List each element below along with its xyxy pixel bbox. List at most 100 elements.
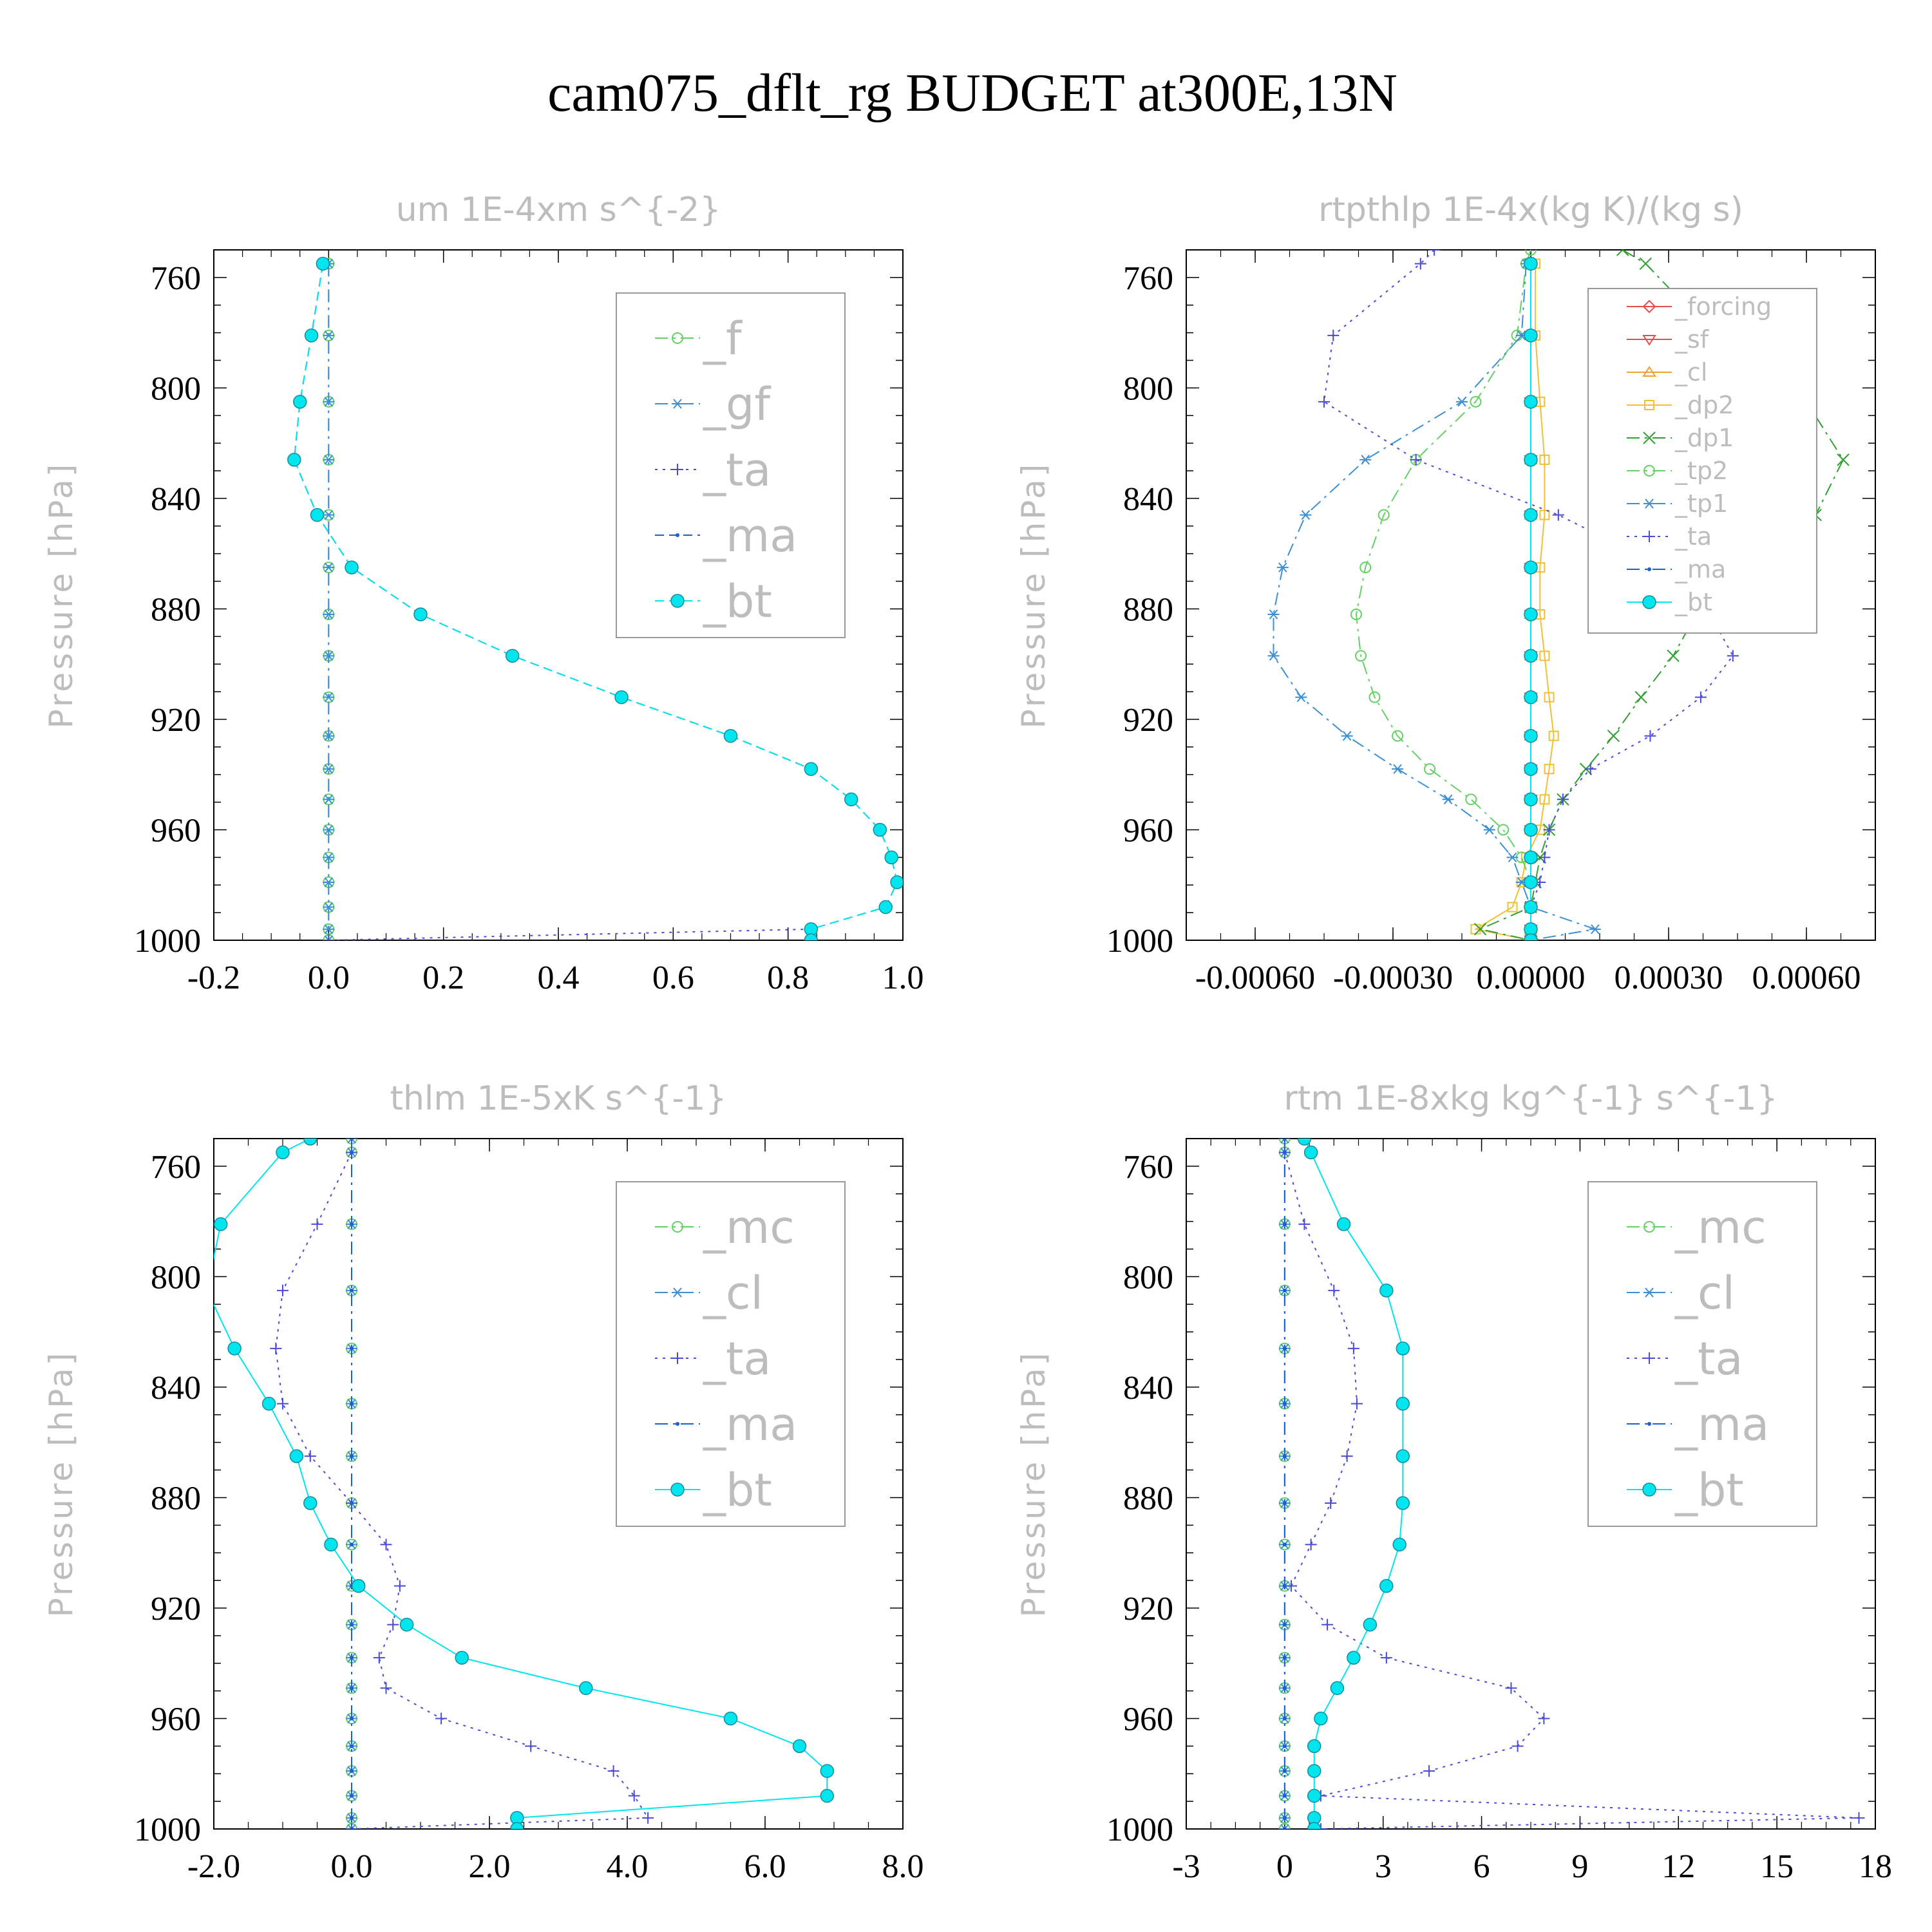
data-point-ta bbox=[1543, 824, 1555, 836]
data-point-ta bbox=[1410, 453, 1422, 466]
data-point-gf bbox=[323, 731, 335, 741]
data-point-ma bbox=[1282, 1346, 1287, 1350]
data-point-bt bbox=[1524, 728, 1538, 743]
data-point-ta bbox=[1328, 1284, 1340, 1296]
data-point-dp1 bbox=[1616, 250, 1629, 256]
y-tick-label: 1000 bbox=[134, 923, 201, 960]
data-point-dp1 bbox=[1607, 729, 1620, 743]
data-point-tp2 bbox=[1525, 250, 1537, 256]
data-point-bt bbox=[345, 560, 359, 574]
x-tick-label: -3 bbox=[1172, 1848, 1200, 1885]
data-point-dp2 bbox=[1544, 764, 1555, 775]
panel-title: rtm 1E-8xkg kg^{-1} s^{-1} bbox=[1283, 1079, 1777, 1118]
legend-marker bbox=[676, 1422, 679, 1426]
data-point-bt bbox=[1524, 822, 1538, 837]
legend-label: _bt bbox=[1674, 588, 1712, 616]
y-tick-label: 800 bbox=[151, 1259, 201, 1296]
data-point-bt bbox=[1524, 933, 1538, 940]
legend-marker bbox=[1643, 1287, 1655, 1298]
data-point-ta bbox=[1414, 258, 1426, 270]
y-tick-label: 880 bbox=[151, 1480, 201, 1517]
series-line-ta bbox=[275, 1151, 649, 1829]
data-point-cl bbox=[346, 1824, 357, 1829]
legend-label: _ma bbox=[703, 1398, 797, 1451]
data-point-ta bbox=[1557, 793, 1569, 806]
data-point-bt bbox=[890, 875, 903, 889]
data-point-bt bbox=[844, 792, 858, 807]
x-tick-label: 0.2 bbox=[422, 960, 464, 996]
legend-label: _ta bbox=[703, 1332, 771, 1385]
data-point-dp2 bbox=[1548, 730, 1559, 741]
legend-marker bbox=[1643, 465, 1655, 477]
data-point-tp2 bbox=[1359, 562, 1372, 574]
data-point-ta bbox=[270, 1342, 282, 1354]
data-point-ma bbox=[350, 1622, 354, 1627]
legend-label: _tp1 bbox=[1674, 489, 1728, 518]
data-point-bt bbox=[1396, 1449, 1410, 1463]
data-point-ma bbox=[350, 1542, 354, 1547]
legend-label: _ma bbox=[703, 509, 797, 562]
legend-label: _cl bbox=[1674, 358, 1707, 386]
data-point-bt bbox=[1524, 850, 1538, 865]
data-point-bt bbox=[1524, 453, 1538, 467]
data-point-ma bbox=[1282, 1744, 1287, 1748]
legend-label: _ta bbox=[1674, 1332, 1743, 1385]
series-line-dp2 bbox=[1473, 263, 1555, 940]
data-point-bt bbox=[1307, 1764, 1321, 1778]
legend-label: _bt bbox=[1674, 1464, 1744, 1517]
y-tick-label: 840 bbox=[151, 1370, 201, 1406]
legend-marker bbox=[672, 1352, 683, 1364]
data-point-ma bbox=[350, 1401, 354, 1406]
y-axis-label: Pressure [hPa] bbox=[1015, 1350, 1052, 1618]
data-point-dp2 bbox=[1507, 902, 1518, 913]
data-point-dp1 bbox=[1837, 453, 1850, 466]
data-point-bt bbox=[1307, 1739, 1321, 1754]
x-tick-label: 0.0 bbox=[308, 960, 350, 996]
y-tick-label: 840 bbox=[151, 481, 201, 518]
x-tick-label: 9 bbox=[1571, 1848, 1588, 1885]
data-point-bt bbox=[1379, 1283, 1394, 1298]
data-point-ma bbox=[350, 1815, 354, 1820]
data-point-ta bbox=[304, 1450, 316, 1463]
data-point-ta bbox=[323, 934, 335, 940]
panel-title: rtpthlp 1E-4x(kg K)/(kg s) bbox=[1318, 191, 1743, 229]
data-point-bt bbox=[804, 933, 819, 940]
legend-label: _ta bbox=[1674, 522, 1712, 551]
data-point-dp2 bbox=[1539, 454, 1550, 465]
legend-marker bbox=[672, 464, 683, 475]
data-point-cl bbox=[1278, 1139, 1291, 1144]
y-tick-label: 840 bbox=[1123, 481, 1173, 518]
legend-label: _cl bbox=[703, 1267, 763, 1320]
data-point-ta bbox=[373, 1652, 385, 1664]
data-point-bt bbox=[1524, 560, 1538, 574]
data-point-dp2 bbox=[1539, 794, 1550, 805]
data-point-bt bbox=[1524, 649, 1538, 663]
x-tick-label: 6 bbox=[1473, 1848, 1490, 1885]
data-point-ma bbox=[1282, 1501, 1287, 1506]
panel-rtm: rtm 1E-8xkg kg^{-1} s^{-1} Pressure [hPa]… bbox=[1015, 1079, 1892, 1885]
data-point-ta bbox=[1511, 1740, 1524, 1752]
legend-marker bbox=[1643, 1221, 1655, 1233]
data-point-ma bbox=[1282, 1139, 1287, 1141]
data-point-tp2 bbox=[1497, 824, 1510, 836]
data-point-bt bbox=[1524, 328, 1538, 343]
data-point-bt bbox=[820, 1764, 835, 1778]
legend-box bbox=[616, 292, 846, 638]
data-point-gf bbox=[323, 455, 335, 465]
legend-label: _dp2 bbox=[1674, 391, 1734, 419]
legend-box bbox=[616, 1181, 846, 1527]
data-point-gf bbox=[323, 562, 335, 573]
x-tick-label: 12 bbox=[1662, 1848, 1695, 1885]
y-tick-label: 920 bbox=[1123, 1591, 1173, 1627]
data-point-dp1 bbox=[1473, 923, 1487, 936]
data-point-ma bbox=[350, 1827, 354, 1829]
y-tick-label: 760 bbox=[1123, 260, 1173, 297]
data-point-tp1 bbox=[1506, 852, 1519, 863]
data-point-ta bbox=[1318, 395, 1330, 408]
data-point-bt bbox=[227, 1341, 242, 1356]
data-point-tp2 bbox=[1355, 650, 1367, 662]
data-point-bt bbox=[289, 1449, 304, 1463]
x-tick-label: 0.0 bbox=[331, 1848, 373, 1885]
data-point-tp2 bbox=[1465, 793, 1477, 806]
y-tick-label: 800 bbox=[1123, 1259, 1173, 1296]
